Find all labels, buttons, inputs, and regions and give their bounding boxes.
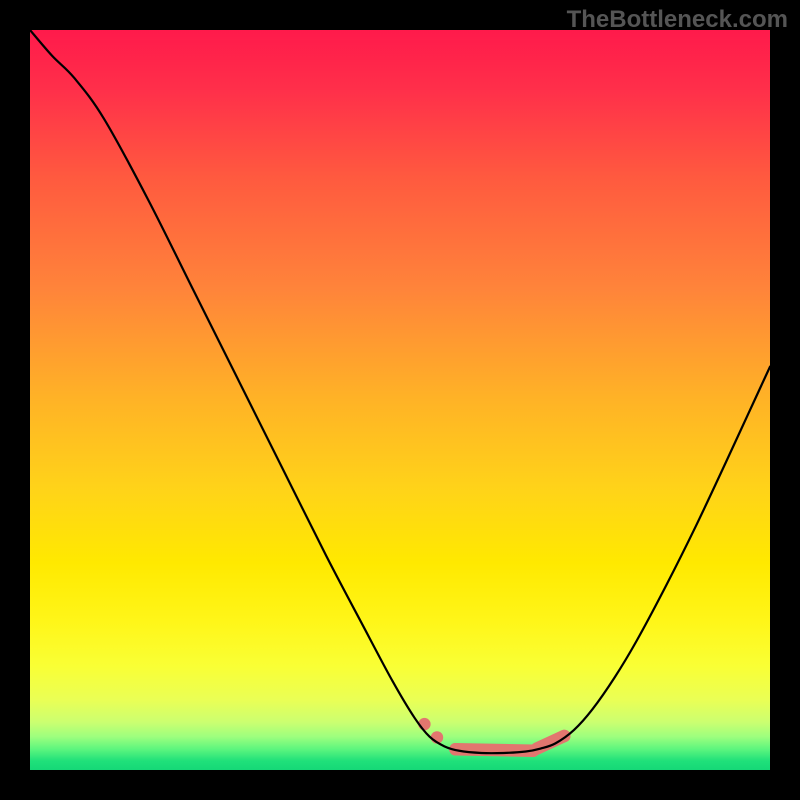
gradient-background	[30, 30, 770, 770]
watermark-text: TheBottleneck.com	[567, 6, 788, 34]
frame-left	[0, 0, 30, 800]
bottleneck-chart	[0, 0, 800, 800]
frame-right	[770, 0, 800, 800]
frame-bottom	[0, 770, 800, 800]
